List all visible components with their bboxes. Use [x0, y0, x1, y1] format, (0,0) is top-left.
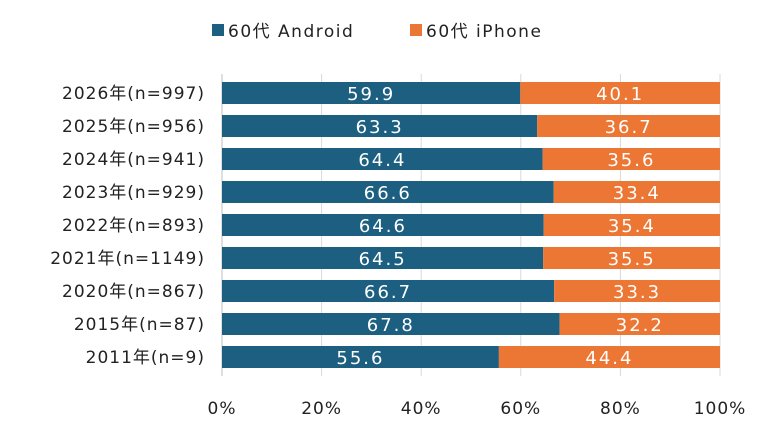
data-label: 66.7: [364, 282, 412, 303]
data-label: 63.3: [356, 117, 404, 138]
bar-segment: [553, 181, 720, 203]
data-label: 64.6: [359, 216, 407, 237]
bar-segment: [222, 313, 560, 335]
data-label: 59.9: [347, 84, 395, 105]
data-label: 64.4: [358, 150, 406, 171]
data-label: 66.6: [364, 183, 412, 204]
category-label: 2021年(n=1149): [50, 249, 205, 269]
data-label: 44.4: [585, 348, 633, 369]
x-tick-label: 0%: [208, 399, 237, 419]
data-label: 40.1: [596, 84, 644, 105]
legend-swatch: [410, 24, 422, 36]
category-label: 2015年(n=87): [74, 315, 205, 335]
bar-segment: [222, 82, 521, 104]
legend-label: 60代 iPhone: [426, 22, 542, 42]
bar-segment: [554, 280, 720, 302]
category-label: 2026年(n=997): [62, 84, 205, 104]
legend-label: 60代 Android: [228, 22, 354, 42]
legend-swatch: [212, 24, 224, 36]
bar-segment: [543, 247, 720, 269]
bar-segment: [520, 82, 720, 104]
data-label: 35.6: [607, 150, 655, 171]
bar-segment: [537, 115, 720, 137]
bar-segment: [222, 247, 544, 269]
data-label: 33.4: [613, 183, 661, 204]
bar-segment: [222, 115, 538, 137]
data-label: 64.5: [359, 249, 407, 270]
category-label: 2023年(n=929): [62, 183, 205, 203]
data-label: 35.5: [608, 249, 656, 270]
bar-segment: [222, 148, 543, 170]
bar-segment: [222, 214, 544, 236]
bar-segment: [222, 346, 499, 368]
category-label: 2025年(n=956): [62, 117, 205, 137]
bar-segment: [559, 313, 720, 335]
data-label: 32.2: [616, 315, 664, 336]
bar-segment: [498, 346, 720, 368]
data-label: 67.8: [367, 315, 415, 336]
x-tick-label: 60%: [500, 399, 541, 419]
category-label: 2020年(n=867): [62, 282, 205, 302]
x-tick-label: 40%: [401, 399, 442, 419]
bar-segment: [222, 280, 555, 302]
category-label: 2022年(n=893): [62, 216, 205, 236]
data-label: 33.3: [613, 282, 661, 303]
category-label: 2011年(n=9): [86, 348, 205, 368]
data-label: 55.6: [336, 348, 384, 369]
x-tick-label: 20%: [301, 399, 342, 419]
data-label: 35.4: [608, 216, 656, 237]
x-tick-label: 80%: [600, 399, 641, 419]
bar-segment: [542, 148, 720, 170]
category-label: 2024年(n=941): [62, 150, 205, 170]
bar-segment: [222, 181, 554, 203]
x-tick-label: 100%: [694, 399, 747, 419]
data-label: 36.7: [605, 117, 653, 138]
bar-segment: [543, 214, 720, 236]
